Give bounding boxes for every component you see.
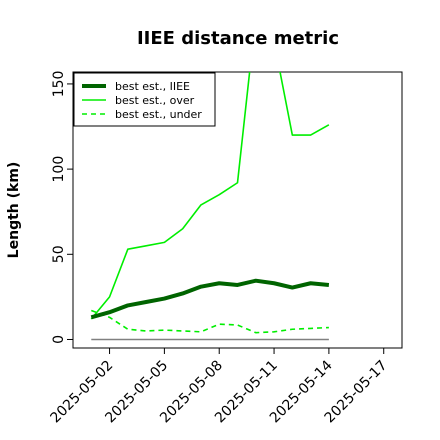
y-tick-label: 50 bbox=[51, 245, 67, 263]
y-axis: 0 50 100 150 bbox=[51, 71, 73, 344]
series-layer bbox=[90, 72, 330, 341]
legend-label-under: best est., under bbox=[115, 108, 202, 121]
y-tick-label: 0 bbox=[51, 335, 67, 344]
legend: best est., IIEE best est., over best est… bbox=[73, 72, 216, 127]
x-axis: 2025-05-022025-05-052025-05-082025-05-11… bbox=[48, 348, 391, 426]
y-tick-label: 150 bbox=[51, 71, 67, 98]
chart-title: IIEE distance metric bbox=[137, 28, 339, 49]
y-tick-label: 100 bbox=[51, 156, 67, 183]
plot-frame bbox=[72, 71, 403, 349]
series-line-iiee bbox=[90, 278, 330, 320]
series-line-over bbox=[90, 72, 330, 320]
series-line-under bbox=[91, 309, 329, 334]
legend-label-over: best est., over bbox=[115, 94, 195, 107]
legend-label-iiee: best est., IIEE bbox=[115, 80, 190, 93]
y-axis-label: Length (km) bbox=[6, 162, 22, 259]
